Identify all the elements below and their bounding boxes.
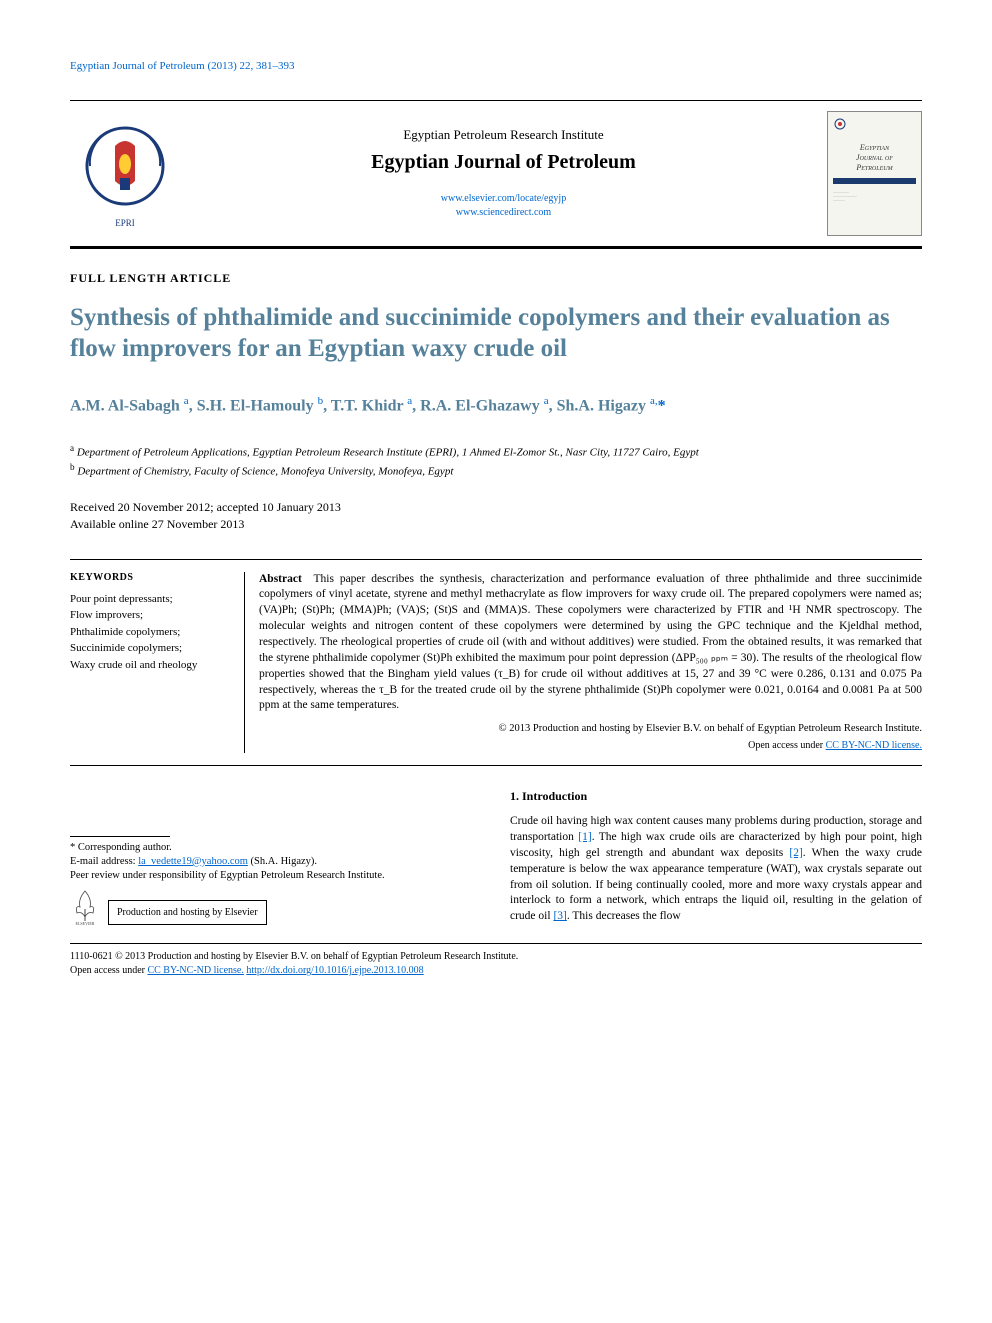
abstract-block: KEYWORDS Pour point depressants;Flow imp… bbox=[70, 559, 922, 766]
affiliation-b: Department of Chemistry, Faculty of Scie… bbox=[77, 466, 453, 478]
footer-license-prefix: Open access under bbox=[70, 965, 147, 976]
abstract-copyright: © 2013 Production and hosting by Elsevie… bbox=[259, 722, 922, 736]
email-suffix: (Sh.A. Higazy). bbox=[248, 856, 317, 867]
corresponding-author: * Corresponding author. bbox=[70, 841, 482, 855]
license-prefix: Open access under bbox=[748, 740, 825, 751]
license-link[interactable]: CC BY-NC-ND license. bbox=[826, 740, 922, 751]
online-date: Available online 27 November 2013 bbox=[70, 516, 922, 533]
doi-link[interactable]: http://dx.doi.org/10.1016/j.ejpe.2013.10… bbox=[246, 965, 423, 976]
keywords-list: Pour point depressants;Flow improvers;Ph… bbox=[70, 591, 232, 674]
received-accepted-date: Received 20 November 2012; accepted 10 J… bbox=[70, 499, 922, 516]
authors: A.M. Al-Sabagh a, S.H. El-Hamouly b, T.T… bbox=[70, 393, 922, 418]
affiliations: a Department of Petroleum Applications, … bbox=[70, 442, 922, 481]
elsevier-logo-icon: ELSEVIER bbox=[70, 889, 100, 925]
keywords-heading: KEYWORDS bbox=[70, 572, 232, 583]
journal-link-sciencedirect[interactable]: www.sciencedirect.com bbox=[190, 206, 817, 220]
page-footer: 1110-0621 © 2013 Production and hosting … bbox=[70, 943, 922, 978]
article-type: FULL LENGTH ARTICLE bbox=[70, 271, 922, 286]
author-email[interactable]: la_vedette19@yahoo.com bbox=[138, 856, 248, 867]
introduction-body: Crude oil having high wax content causes… bbox=[510, 814, 922, 925]
svg-text:ELSEVIER: ELSEVIER bbox=[76, 921, 95, 925]
footer-license-link[interactable]: CC BY-NC-ND license. bbox=[147, 965, 243, 976]
svg-text:EPRI: EPRI bbox=[115, 218, 135, 228]
hosting-box: Production and hosting by Elsevier bbox=[108, 900, 267, 926]
citation-2[interactable]: [2] bbox=[789, 847, 802, 859]
journal-link-elsevier[interactable]: www.elsevier.com/locate/egyjp bbox=[190, 192, 817, 206]
publisher-name: Egyptian Petroleum Research Institute bbox=[190, 127, 817, 143]
publisher-logo: EPRI bbox=[70, 116, 180, 231]
article-title: Synthesis of phthalimide and succinimide… bbox=[70, 302, 922, 365]
email-label: E-mail address: bbox=[70, 856, 138, 867]
footnote-separator bbox=[70, 836, 170, 837]
introduction-heading: 1. Introduction bbox=[510, 788, 922, 805]
abstract-label: Abstract bbox=[259, 573, 302, 585]
peer-review-note: Peer review under responsibility of Egyp… bbox=[70, 869, 482, 883]
citation-1[interactable]: [1] bbox=[578, 831, 591, 843]
masthead: EPRI Egyptian Petroleum Research Institu… bbox=[70, 100, 922, 249]
footer-copyright: 1110-0621 © 2013 Production and hosting … bbox=[70, 951, 518, 962]
article-dates: Received 20 November 2012; accepted 10 J… bbox=[70, 499, 922, 533]
abstract-body: This paper describes the synthesis, char… bbox=[259, 573, 922, 712]
journal-cover-thumbnail: Egyptian Journal of Petroleum ――――――――――… bbox=[827, 111, 922, 236]
citation-3[interactable]: [3] bbox=[553, 910, 566, 922]
journal-title: Egyptian Journal of Petroleum bbox=[190, 151, 817, 174]
affiliation-a: Department of Petroleum Applications, Eg… bbox=[77, 446, 699, 458]
running-header: Egyptian Journal of Petroleum (2013) 22,… bbox=[70, 60, 922, 72]
hosting-text: Production and hosting by Elsevier bbox=[117, 906, 258, 920]
